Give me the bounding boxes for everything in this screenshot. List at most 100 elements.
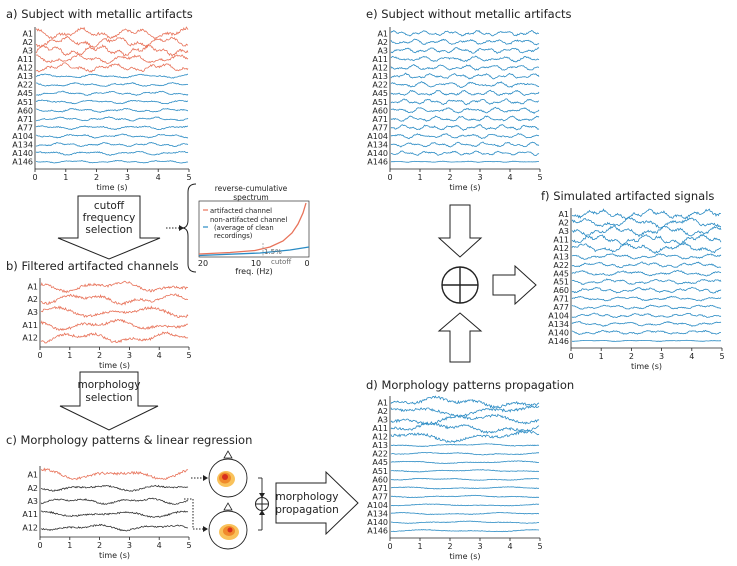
signal-trace — [40, 510, 189, 518]
signal-trace — [40, 497, 189, 505]
signal-trace — [390, 460, 539, 464]
channel-label: A134 — [548, 320, 569, 329]
channel-label: A71 — [372, 484, 388, 493]
up-arrow-from-d — [437, 312, 483, 363]
channel-label: A11 — [22, 321, 38, 330]
x-tick-label: 5 — [537, 173, 542, 182]
signal-trace — [571, 253, 722, 260]
channel-label: A140 — [367, 149, 388, 158]
signal-trace — [571, 225, 722, 238]
spectrum-xlabel: freq. (Hz) — [235, 267, 272, 276]
x-tick-label: 0 — [37, 541, 42, 550]
signal-trace — [390, 520, 540, 524]
signal-trace — [571, 312, 722, 319]
signal-trace — [35, 73, 189, 79]
prop-arrow-line-2: propagation — [275, 504, 339, 516]
channel-label: A11 — [22, 510, 38, 519]
x-tick-label: 5 — [537, 542, 542, 551]
signal-trace — [390, 133, 540, 140]
signal-trace — [40, 331, 189, 344]
channel-label: A140 — [548, 328, 569, 337]
channel-label: A71 — [553, 295, 569, 304]
channel-label: A3 — [22, 46, 33, 55]
channel-label: A60 — [372, 475, 388, 484]
channel-label: A12 — [17, 64, 33, 73]
panel-f-plot: A1A2A3A11A12A13A22A45A51A60A71A77A104A13… — [548, 208, 725, 371]
channel-label: A3 — [377, 46, 388, 55]
signal-trace — [35, 35, 189, 48]
x-tick-label: 2 — [447, 173, 452, 182]
channel-label: A13 — [372, 72, 388, 81]
x-tick-label: 2 — [629, 352, 634, 361]
channel-label: A134 — [367, 510, 388, 519]
signal-trace — [35, 44, 189, 57]
signal-trace — [40, 318, 189, 332]
channel-label: A12 — [553, 244, 569, 253]
channel-label: A104 — [12, 132, 33, 141]
signal-trace — [35, 151, 189, 156]
x-tick-label: 4 — [157, 541, 162, 550]
signal-trace — [390, 503, 540, 507]
signal-trace — [390, 395, 540, 409]
channel-label: A1 — [377, 398, 388, 407]
x-tick-label: 1 — [417, 173, 422, 182]
x-tick-label: 0 — [32, 173, 37, 182]
panel-b-plot: A1 A2 A3 A11 A12 0 1 2 3 4 5 time (s) — [22, 278, 192, 370]
signal-trace — [35, 142, 189, 148]
signal-trace — [390, 72, 540, 80]
signal-trace — [40, 305, 189, 319]
signal-trace — [35, 116, 189, 122]
channel-label: A11 — [553, 236, 569, 245]
signal-trace — [571, 339, 722, 342]
channel-label: A3 — [27, 497, 38, 506]
signal-trace — [571, 278, 722, 285]
panel-c-plot: A1 A2 A3 A11 A12 0 1 2 3 4 5 time (s) — [22, 466, 192, 560]
x-tick-label: 1 — [67, 541, 72, 550]
right-arrow-to-f — [492, 264, 537, 306]
channel-label: A71 — [17, 115, 33, 124]
channel-label: A2 — [27, 484, 38, 493]
signal-trace — [390, 46, 540, 55]
signal-trace — [35, 54, 189, 65]
head-map-top — [208, 450, 248, 498]
x-tick-label: 1 — [67, 351, 72, 360]
channel-label: A3 — [377, 415, 388, 424]
signal-trace — [35, 160, 189, 164]
x-tick-label: 3 — [125, 173, 130, 182]
x-tick-label: 4 — [507, 542, 512, 551]
signal-trace — [571, 233, 722, 246]
panel-c-title: c) Morphology patterns & linear regressi… — [6, 433, 252, 447]
channel-label: A2 — [22, 38, 33, 47]
x-tick-label: 5 — [186, 541, 191, 550]
x-tick-label: 3 — [477, 173, 482, 182]
channel-label: A77 — [372, 123, 388, 132]
panel-d-plot: A1A2A3A11A12A13A22A45A51A60A71A77A104A13… — [367, 395, 543, 561]
channel-label: A71 — [372, 115, 388, 124]
x-tick-label: 0 — [37, 351, 42, 360]
channel-label: A45 — [553, 269, 569, 278]
legend-clean-1: non-artifacted channel — [210, 216, 287, 224]
artifacted-spectrum-curve — [198, 202, 307, 255]
signal-trace — [390, 486, 539, 490]
signal-trace — [571, 320, 722, 327]
x-tick-label: 2 — [447, 542, 452, 551]
signal-trace — [390, 64, 540, 71]
x-tick-label: 1 — [599, 352, 604, 361]
channel-label: A1 — [22, 29, 33, 38]
channel-label: A140 — [12, 149, 33, 158]
channel-label: A2 — [377, 407, 388, 416]
signal-trace — [571, 261, 722, 269]
channel-label: A77 — [553, 303, 569, 312]
panel-a-plot: A1A2A3A11A12A13A22A45A51A60A71A77A104A13… — [12, 26, 192, 192]
channel-label: A12 — [372, 64, 388, 73]
signal-trace — [390, 529, 540, 533]
spectrum-inset: reverse-cumulative spectrum artifacted c… — [198, 184, 310, 276]
channel-label: A13 — [372, 441, 388, 450]
signal-trace — [390, 405, 540, 418]
signal-trace — [390, 413, 540, 426]
channel-label: A1 — [27, 471, 38, 480]
channel-label: A3 — [558, 227, 569, 236]
x-tick-label: 1 — [417, 542, 422, 551]
prop-arrow-line-1: morphology — [276, 491, 339, 503]
signal-trace — [40, 293, 189, 306]
